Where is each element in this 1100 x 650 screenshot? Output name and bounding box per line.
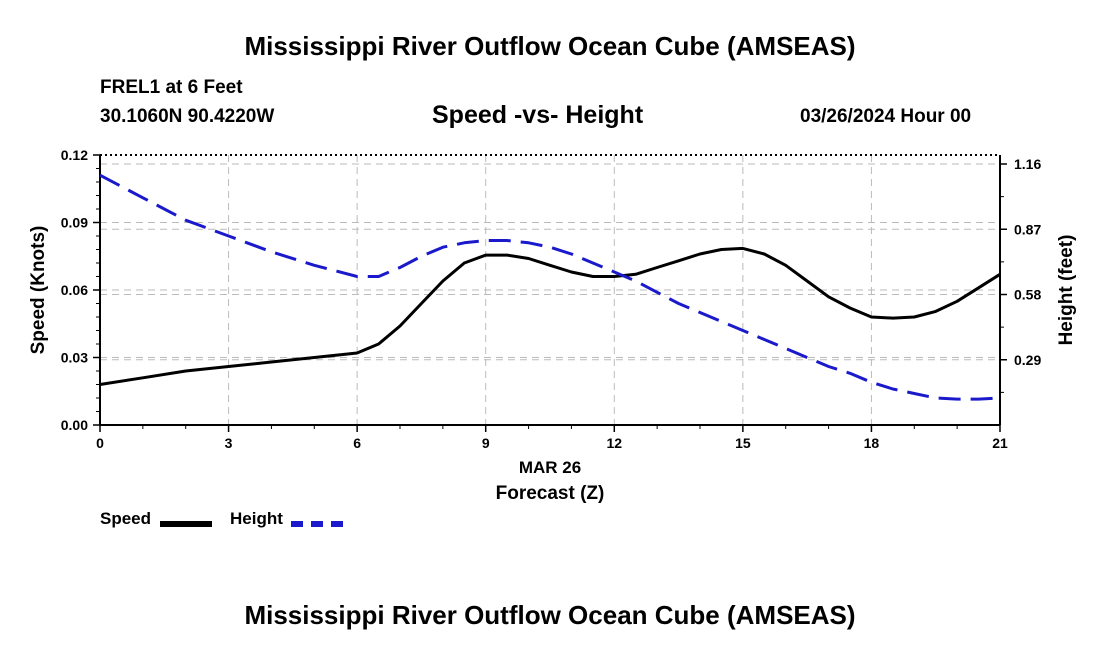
x-tick-label: 12 bbox=[606, 435, 622, 451]
height-series-line bbox=[99, 173, 1001, 401]
y-tick-label: 0.09 bbox=[61, 215, 88, 231]
datestamp-label: 03/26/2024 Hour 00 bbox=[800, 106, 972, 127]
chart-subtitle: Speed -vs- Height bbox=[432, 101, 644, 129]
x-tick-label: 18 bbox=[864, 435, 880, 451]
x-tick-label: 9 bbox=[482, 435, 490, 451]
x-tick-label: 3 bbox=[225, 435, 233, 451]
legend-speed-label: Speed bbox=[100, 509, 152, 528]
station-label: FREL1 at 6 Feet bbox=[100, 77, 243, 98]
x-tick-label: 0 bbox=[96, 435, 104, 451]
y-tick-label: 0.06 bbox=[61, 282, 88, 298]
footer-title: Mississippi River Outflow Ocean Cube (AM… bbox=[244, 600, 856, 630]
legend-height-swatch bbox=[291, 521, 343, 527]
x-axis-label: Forecast (Z) bbox=[495, 483, 605, 504]
y-axis-label: Speed (Knots) bbox=[28, 226, 49, 355]
y2-tick-label: 1.16 bbox=[1014, 156, 1041, 172]
y2-tick-label: 0.29 bbox=[1014, 352, 1041, 368]
chart-plot: 0 3 6 9 12 15 18 21 0.00 0.03 0.06 0.09 0.12 0.29 0.58… bbox=[28, 147, 1077, 451]
coordinates-label: 30.1060N 90.4220W bbox=[100, 106, 275, 127]
y2-tick-label: 0.58 bbox=[1014, 287, 1041, 303]
speed-series-line bbox=[99, 246, 1001, 386]
x-date-label: MAR 26 bbox=[518, 458, 582, 477]
y-tick-label: 0.03 bbox=[61, 350, 88, 366]
y-tick-label: 0.00 bbox=[61, 417, 88, 433]
x-tick-label: 21 bbox=[992, 435, 1008, 451]
y2-tick-label: 0.87 bbox=[1014, 221, 1041, 237]
x-tick-label: 15 bbox=[735, 435, 751, 451]
y-tick-label: 0.12 bbox=[61, 147, 88, 163]
legend-speed-swatch bbox=[160, 521, 212, 527]
chart-title: Mississippi River Outflow Ocean Cube (AM… bbox=[244, 31, 856, 61]
x-tick-label: 6 bbox=[353, 435, 361, 451]
y2-axis-label: Height (feet) bbox=[1056, 235, 1077, 346]
legend-height-label: Height bbox=[230, 509, 283, 528]
